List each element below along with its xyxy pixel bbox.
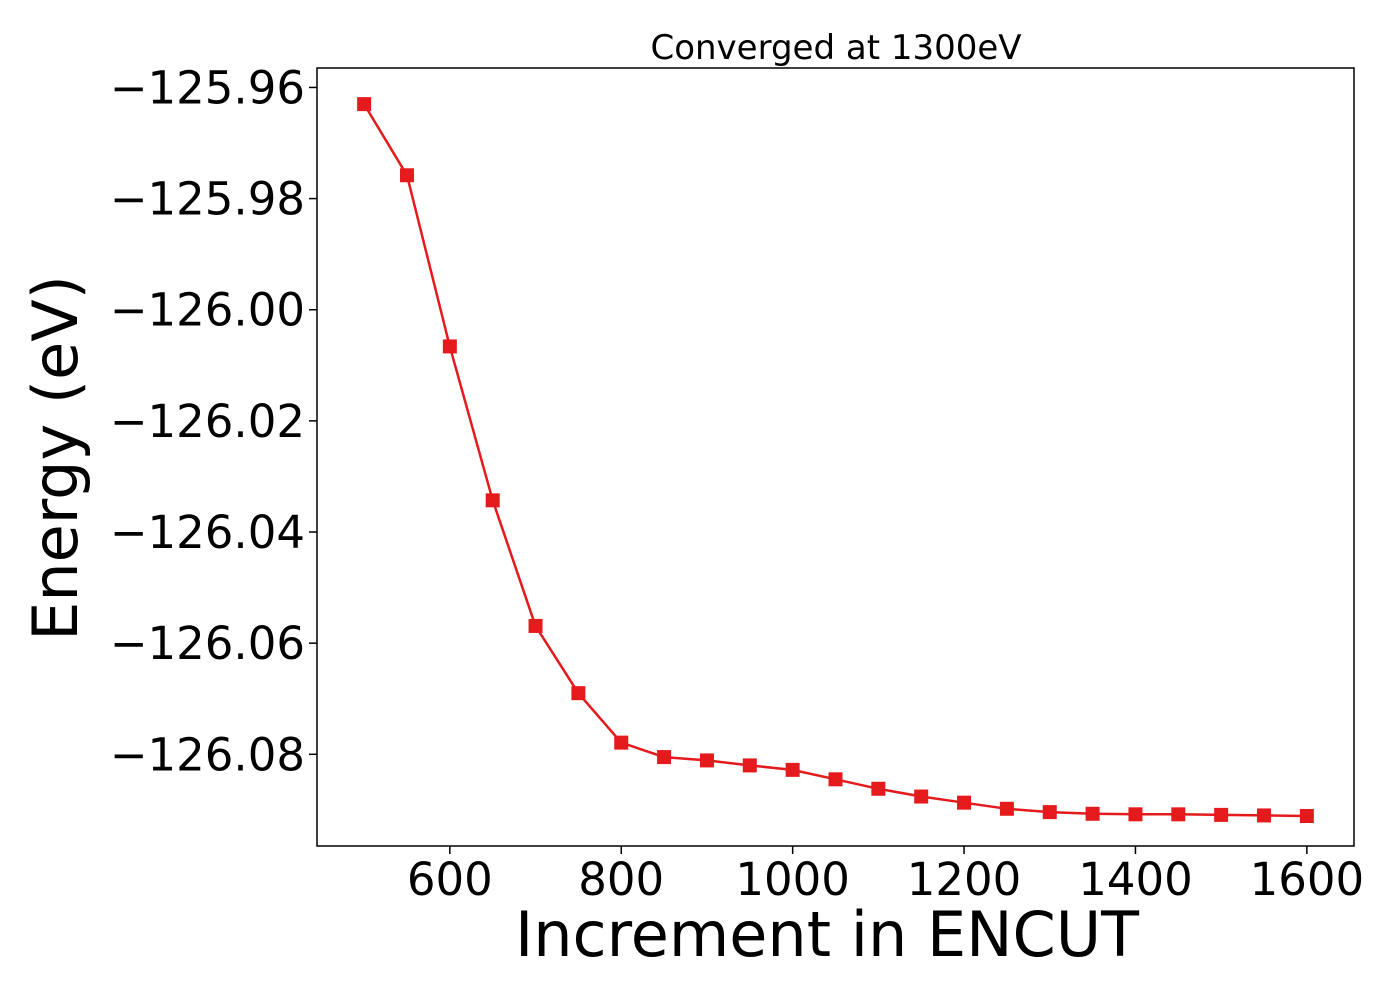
- y-axis-label: Energy (eV): [19, 275, 92, 641]
- data-point-marker: [957, 795, 972, 810]
- data-point-marker: [1214, 807, 1229, 822]
- x-axis-label: Increment in ENCUT: [515, 898, 1140, 971]
- data-point-marker: [485, 493, 500, 508]
- plot-area: 600 800 1000 1200 1400 1600 −125.96−125.98−12…: [110, 61, 1364, 906]
- data-point-marker: [1171, 807, 1186, 822]
- data-point-marker: [828, 772, 843, 787]
- y-tick-label: −125.96: [110, 61, 305, 114]
- series-layer: [357, 97, 1314, 823]
- data-point-marker: [699, 753, 714, 768]
- data-point-marker: [357, 97, 372, 112]
- y-tick-label: −126.04: [110, 506, 305, 559]
- x-tick-label: 1000: [735, 853, 850, 906]
- x-tick-label: 1200: [907, 853, 1022, 906]
- data-point-marker: [1042, 805, 1057, 820]
- chart-title: Converged at 1300eV: [650, 28, 1021, 68]
- x-tick-label: 1600: [1250, 853, 1365, 906]
- y-axis: −125.96 −125.98 −126.00 −126.02 −126.04 −126.…: [110, 61, 317, 781]
- y-tick-label: −126.00: [110, 284, 305, 337]
- x-tick-label: 800: [578, 853, 664, 906]
- data-point-marker: [571, 686, 586, 701]
- data-point-marker: [657, 750, 672, 765]
- y-tick-label: −126.06: [110, 617, 305, 670]
- x-tick-label: 1400: [1078, 853, 1193, 906]
- y-tick-label: −125.98: [110, 173, 305, 226]
- data-point-marker: [1257, 808, 1272, 823]
- series-line: [363, 103, 1307, 818]
- plot-frame: [316, 67, 1355, 847]
- data-point-marker: [742, 758, 757, 773]
- data-point-marker: [914, 789, 929, 804]
- y-tick-label: −126.02: [110, 395, 305, 448]
- data-point-marker: [999, 801, 1014, 816]
- y-tick-label: −126.08: [110, 728, 305, 781]
- x-axis: 600 800 1000 1200 1400 1600: [407, 846, 1364, 906]
- data-point-marker: [528, 618, 543, 633]
- data-point-marker: [785, 762, 800, 777]
- data-point-marker: [399, 168, 414, 183]
- data-point-marker: [1299, 808, 1314, 823]
- data-point-marker: [871, 781, 886, 796]
- data-point-marker: [614, 735, 629, 750]
- x-tick-label: 600: [407, 853, 493, 906]
- data-point-marker: [1128, 807, 1143, 822]
- data-point-marker: [442, 339, 457, 354]
- data-point-marker: [1085, 806, 1100, 821]
